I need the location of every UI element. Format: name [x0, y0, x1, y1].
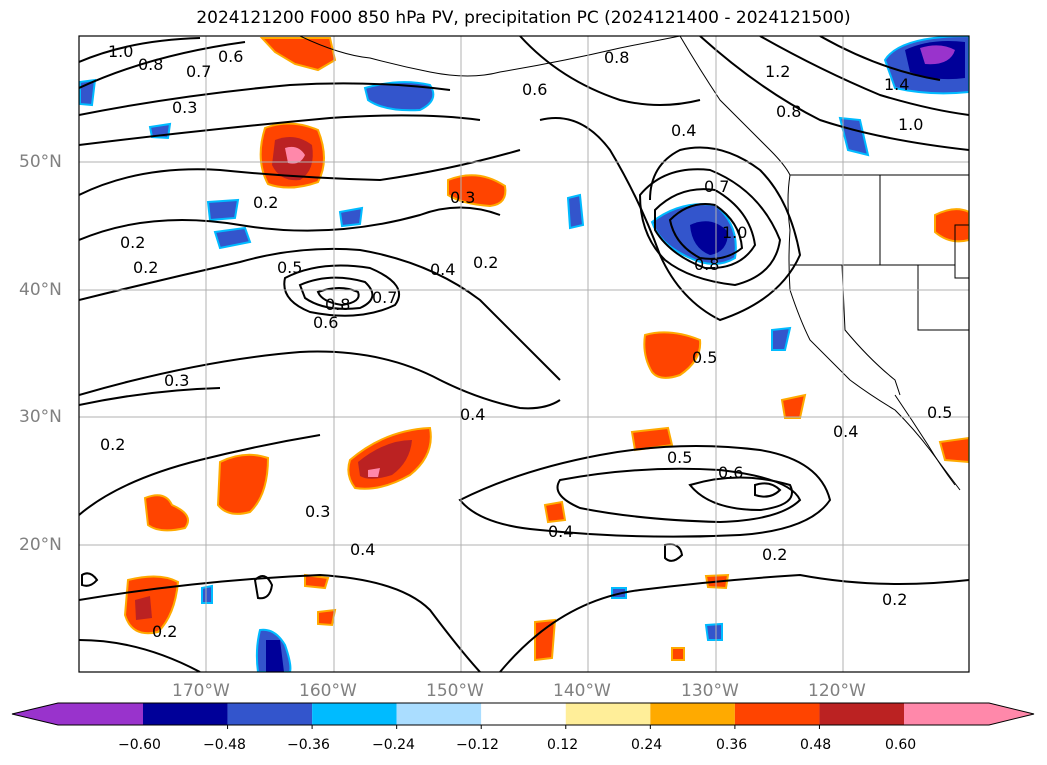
colorbar-tick-label: 0.24	[631, 737, 663, 753]
lat-label: 50°N	[19, 152, 62, 172]
colorbar-tick-label: −0.36	[287, 737, 330, 753]
contour-label: 0.2	[133, 258, 158, 277]
colorbar-segment	[312, 703, 397, 725]
colorbar-tick-label: 0.60	[885, 737, 917, 753]
colorbar-max-arrow	[904, 703, 1034, 725]
contour-label: 0.2	[882, 590, 907, 609]
contour-label: 1.4	[884, 75, 909, 94]
colorbar-segment	[650, 703, 735, 725]
contour-label: 0.5	[692, 348, 717, 367]
colorbar-segment	[481, 703, 566, 725]
contour-label: 0.2	[473, 253, 498, 272]
contour-label: 0.8	[694, 255, 719, 274]
contour-label: 0.4	[350, 540, 375, 559]
contour-label: 0.8	[604, 48, 629, 67]
contour-label: 0.6	[218, 47, 243, 66]
colorbar-segment	[734, 703, 820, 725]
lon-label: 160°W	[299, 681, 357, 701]
contour-label: 0.7	[186, 62, 211, 81]
colorbar-segment	[565, 703, 651, 725]
contour-label: 0.6	[313, 313, 338, 332]
colorbar-tick-label: −0.48	[203, 737, 246, 753]
map-title: 2024121200 F000 850 hPa PV, precipitatio…	[196, 8, 851, 28]
colorbar-tick-label: −0.12	[456, 737, 499, 753]
contour-label: 1.0	[722, 223, 747, 242]
contour-label: 1.0	[898, 115, 923, 134]
contour-label: 0.6	[522, 80, 547, 99]
contour-labels: 1.0 0.8 0.7 0.6 0.3 0.2 0.2 0.2 0.5 0.8 …	[100, 42, 952, 641]
lon-label: 150°W	[426, 681, 484, 701]
colorbar-tick-label: −0.24	[372, 737, 415, 753]
lon-label: 170°W	[172, 681, 230, 701]
contour-label: 0.2	[152, 622, 177, 641]
colorbar-tick-label: 0.12	[547, 737, 579, 753]
contour-label: 0.5	[277, 258, 302, 277]
contour-label: 0.3	[164, 371, 189, 390]
colorbar-tick-label: 0.36	[716, 737, 748, 753]
contour-label: 0.7	[704, 177, 729, 196]
lon-label: 120°W	[808, 681, 866, 701]
contour-label: 0.4	[548, 522, 573, 541]
contour-label: 0.2	[120, 233, 145, 252]
contour-label: 0.3	[305, 502, 330, 521]
contour-label: 0.2	[253, 193, 278, 212]
colorbar-segment	[143, 703, 228, 725]
colorbar-segment	[396, 703, 482, 725]
coastlines	[299, 36, 969, 491]
contour-label: 1.2	[765, 62, 790, 81]
contour-label: 0.3	[172, 98, 197, 117]
contour-label: 0.2	[762, 545, 787, 564]
gridlines	[79, 36, 969, 672]
map-area: 1.0 0.8 0.7 0.6 0.3 0.2 0.2 0.2 0.5 0.8 …	[79, 36, 969, 672]
precipitation-shading	[79, 36, 969, 672]
map-frame	[78, 35, 970, 673]
contour-label: 0.3	[450, 188, 475, 207]
lat-label: 40°N	[19, 280, 62, 300]
contour-label: 0.5	[667, 448, 692, 467]
contour-label: 0.4	[833, 422, 858, 441]
colorbar	[11, 702, 1035, 729]
colorbar-segment	[819, 703, 904, 725]
contour-label: 0.8	[138, 55, 163, 74]
contour-label: 0.8	[776, 102, 801, 121]
contour-label: 0.4	[430, 260, 455, 279]
contour-label: 1.0	[108, 42, 133, 61]
contour-label: 0.8	[325, 295, 350, 314]
colorbar-outline	[11, 702, 1035, 726]
contour-label: 0.4	[671, 121, 696, 140]
colorbar-tick-label: −0.60	[118, 737, 161, 753]
colorbar-min-arrow	[12, 703, 143, 725]
lat-label: 30°N	[19, 407, 62, 427]
contour-label: 0.2	[100, 435, 125, 454]
lon-label: 140°W	[553, 681, 611, 701]
lon-label: 130°W	[681, 681, 739, 701]
pv-contours	[79, 36, 969, 672]
contour-label: 0.7	[372, 288, 397, 307]
colorbar-segment	[227, 703, 313, 725]
contour-label: 0.6	[718, 463, 743, 482]
colorbar-tick-label: 0.48	[800, 737, 832, 753]
contour-label: 0.5	[927, 403, 952, 422]
lat-label: 20°N	[19, 535, 62, 555]
contour-label: 0.4	[460, 405, 485, 424]
